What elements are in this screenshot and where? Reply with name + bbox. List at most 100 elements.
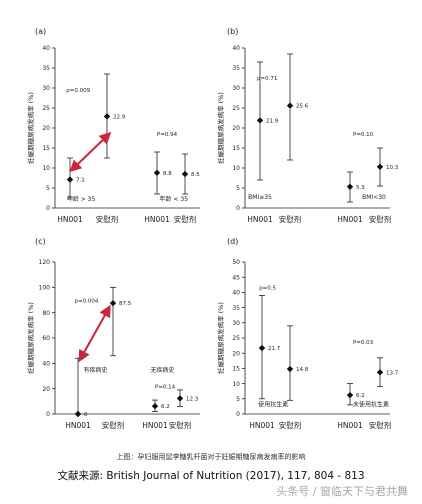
watermark: 头条号 / 窗临天下与君共舞: [276, 485, 408, 498]
data-point: [376, 369, 384, 376]
y-tick-label: 40: [42, 45, 50, 52]
y-axis-label: 妊娠期糖尿病发病率 (%): [26, 92, 35, 164]
data-label: 8.5: [191, 172, 200, 178]
x-tick-label: 安慰剂: [369, 214, 392, 224]
data-label: 10.3: [386, 165, 399, 171]
data-point: [151, 402, 159, 410]
p-value-label: P=0.03: [353, 340, 374, 346]
y-tick-label: 0: [236, 205, 240, 212]
group-label: 未使用抗生素: [353, 400, 389, 408]
y-tick-label: 20: [232, 350, 240, 357]
data-point: [109, 299, 117, 307]
y-tick-label: 10: [232, 165, 240, 172]
y-tick-label: 5: [46, 185, 50, 192]
data-label: 6.2: [161, 404, 170, 410]
data-label: 22.9: [113, 114, 126, 120]
group-label: 无疾病史: [150, 366, 174, 374]
data-label: 7.1: [76, 178, 85, 184]
p-value-label: p=0.5: [259, 285, 276, 291]
x-tick-label: HN001: [144, 215, 170, 224]
y-tick-label: 5: [236, 396, 240, 403]
data-point: [346, 183, 354, 190]
panel-label: (d): [227, 237, 238, 246]
data-point: [74, 410, 82, 418]
data-point: [181, 170, 189, 178]
group-label: BMI≥35: [248, 194, 272, 201]
x-tick-label: HN001: [337, 421, 363, 430]
data-label: 6.2: [356, 393, 365, 399]
source-citation: 文献来源: British Journal of Nutrition (2017…: [57, 470, 365, 482]
x-tick-label: HN001: [142, 421, 168, 430]
y-tick-label: 10: [232, 381, 240, 388]
y-tick-label: 30: [232, 85, 240, 92]
y-axis-label: 妊娠期糖尿病发病率 (%): [216, 92, 225, 164]
highlight-arrow: [69, 131, 112, 173]
data-point: [103, 113, 111, 120]
x-tick-label: HN001: [247, 215, 273, 224]
y-tick-label: 20: [232, 125, 240, 132]
y-tick-label: 50: [232, 259, 240, 266]
data-point: [66, 176, 74, 183]
y-tick-label: 25: [232, 335, 240, 342]
y-tick-label: 15: [232, 145, 240, 152]
x-tick-label: 安慰剂: [169, 420, 192, 430]
figure-caption: 上图：孕妇服用鼠李糖乳杆菌对于妊娠期糖尿病发病率的影响: [116, 453, 306, 461]
group-label: 年龄 > 35: [67, 195, 96, 203]
y-tick-label: 15: [42, 145, 50, 152]
y-tick-label: 25: [232, 105, 240, 112]
data-point: [256, 117, 264, 124]
group-label: BMI<30: [362, 194, 386, 201]
data-label: 21.9: [266, 118, 279, 124]
y-tick-label: 60: [42, 335, 50, 342]
data-point: [286, 102, 294, 109]
data-label: 12.3: [186, 396, 199, 402]
data-label: 21.7: [268, 346, 281, 352]
x-tick-label: HN001: [57, 215, 83, 224]
data-label: 13.7: [386, 370, 399, 376]
panel-label: (a): [35, 27, 46, 36]
y-tick-label: 40: [232, 290, 240, 297]
x-tick-label: 安慰剂: [279, 420, 302, 430]
data-label: 87.5: [119, 301, 132, 307]
y-tick-label: 35: [232, 65, 240, 72]
data-point: [258, 344, 266, 352]
data-point: [286, 365, 294, 373]
x-tick-label: 安慰剂: [279, 214, 302, 224]
x-tick-label: 安慰剂: [102, 420, 125, 430]
y-tick-label: 25: [42, 105, 50, 112]
data-label: 0: [84, 412, 88, 418]
highlight-arrow: [78, 304, 111, 363]
data-label: 5.3: [356, 185, 365, 191]
y-tick-label: 20: [42, 386, 50, 393]
x-tick-label: HN001: [249, 421, 275, 430]
y-tick-label: 0: [46, 411, 50, 418]
y-tick-label: 45: [232, 274, 240, 281]
data-label: 25.6: [296, 104, 309, 110]
y-axis-label: 妊娠期糖尿病发病率 (%): [26, 302, 35, 374]
group-label: 使用抗生素: [258, 400, 288, 408]
panel-label: (b): [227, 27, 238, 36]
y-tick-label: 40: [232, 45, 240, 52]
panel-label: (c): [35, 237, 46, 246]
y-tick-label: 5: [236, 185, 240, 192]
data-point: [346, 391, 354, 399]
p-value-label: P=0.94: [157, 132, 178, 138]
x-tick-label: 安慰剂: [174, 214, 197, 224]
y-tick-label: 0: [236, 411, 240, 418]
p-value-label: P=0.14: [155, 385, 176, 391]
p-value-label: p=0.004: [75, 299, 99, 305]
data-label: 14.8: [296, 367, 309, 373]
y-tick-label: 30: [42, 85, 50, 92]
x-tick-label: 安慰剂: [369, 420, 392, 430]
y-tick-label: 40: [42, 361, 50, 368]
data-point: [153, 169, 161, 176]
y-tick-label: 35: [232, 305, 240, 312]
y-tick-label: 80: [42, 310, 50, 317]
y-tick-label: 15: [232, 366, 240, 373]
y-tick-label: 120: [39, 259, 51, 266]
y-tick-label: 0: [46, 205, 50, 212]
data-label: 8.8: [163, 171, 172, 177]
y-tick-label: 30: [232, 320, 240, 327]
y-axis-label: 妊娠期糖尿病发病率 (%): [216, 302, 225, 374]
